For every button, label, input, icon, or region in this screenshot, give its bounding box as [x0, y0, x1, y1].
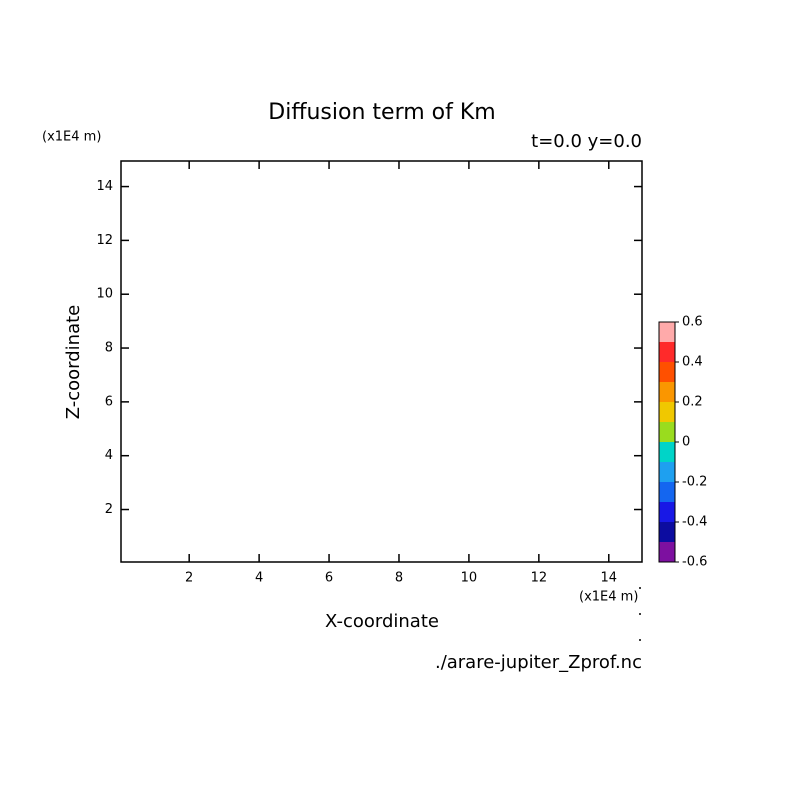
colorbar-bin	[659, 322, 675, 342]
colorbar-tick-label: -0.2	[682, 475, 707, 490]
dot	[639, 587, 641, 589]
colorbar-bin	[659, 342, 675, 362]
y-axis-label: Z-coordinate	[63, 305, 84, 420]
colorbar-bin	[659, 522, 675, 542]
y-tick-label: 6	[105, 394, 113, 409]
x-tick-label: 12	[531, 571, 548, 586]
x-unit: (x1E4 m)	[579, 590, 638, 605]
colorbar-tick-label: 0.4	[682, 355, 703, 370]
colorbar-bin	[659, 542, 675, 562]
y-tick-label: 2	[105, 502, 113, 517]
colorbar-bin	[659, 482, 675, 502]
y-unit: (x1E4 m)	[42, 130, 101, 145]
x-tick-label: 4	[255, 571, 263, 586]
chart-title: Diffusion term of Km	[268, 100, 495, 125]
dot	[639, 639, 641, 641]
y-tick-label: 14	[96, 179, 113, 194]
colorbar-bin	[659, 462, 675, 482]
colorbar-tick-label: -0.6	[682, 555, 707, 570]
colorbar-bin	[659, 362, 675, 382]
colorbar-bin	[659, 502, 675, 522]
x-tick-label: 8	[395, 571, 403, 586]
x-tick-label: 10	[461, 571, 478, 586]
colorbar-tick-label: 0	[682, 435, 690, 450]
subtitle: t=0.0 y=0.0	[531, 131, 642, 152]
y-tick-label: 8	[105, 341, 113, 356]
x-tick-label: 14	[601, 571, 618, 586]
y-tick-label: 10	[96, 287, 113, 302]
x-axis-label: X-coordinate	[325, 611, 439, 632]
dot	[639, 613, 641, 615]
source: ./arare-jupiter_Zprof.nc	[435, 652, 642, 673]
colorbar-bin	[659, 422, 675, 442]
colorbar-bin	[659, 382, 675, 402]
y-tick-label: 4	[105, 448, 113, 463]
x-tick-label: 2	[185, 571, 193, 586]
colorbar-bin	[659, 442, 675, 462]
colorbar-bin	[659, 402, 675, 422]
colorbar-tick-label: 0.6	[682, 315, 703, 330]
colorbar-tick-label: -0.4	[682, 515, 707, 530]
x-tick-label: 6	[325, 571, 333, 586]
colorbar-tick-label: 0.2	[682, 395, 703, 410]
y-tick-label: 12	[96, 233, 113, 248]
plot-frame	[120, 160, 643, 563]
